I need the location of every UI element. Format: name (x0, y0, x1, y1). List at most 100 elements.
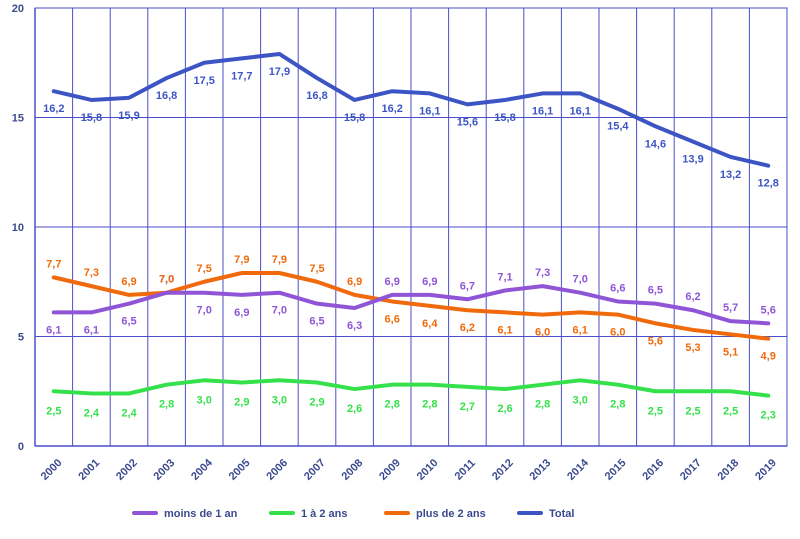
data-label: 2,4 (84, 407, 100, 419)
x-tick-label: 2008 (340, 457, 366, 483)
data-label: 7,0 (197, 305, 212, 317)
data-label: 7,0 (159, 274, 174, 286)
data-label: 6,9 (234, 307, 249, 319)
data-label: 5,7 (723, 302, 738, 314)
data-label: 6,1 (84, 324, 99, 336)
data-label: 2,8 (610, 399, 625, 411)
data-label: 6,3 (347, 320, 362, 332)
data-label: 5,6 (761, 304, 776, 316)
legend-label-1: 1 à 2 ans (301, 508, 347, 520)
data-label: 2,5 (723, 405, 738, 417)
data-label: 7,3 (535, 267, 550, 279)
x-tick-label: 2001 (76, 457, 102, 483)
x-tick-label: 2007 (302, 457, 328, 483)
data-label: 2,3 (761, 410, 776, 422)
data-label: 2,5 (648, 405, 663, 417)
data-label: 7,0 (159, 274, 174, 286)
data-label: 6,9 (422, 276, 437, 288)
data-label: 2,8 (422, 399, 437, 411)
data-label: 6,5 (121, 316, 136, 328)
legend-label-2: plus de 2 ans (416, 508, 486, 520)
data-label: 16,1 (532, 105, 553, 117)
x-tick-label: 2005 (227, 457, 253, 483)
legend-label-0: moins de 1 an (164, 508, 238, 520)
data-label: 7,9 (234, 254, 249, 266)
data-label: 2,5 (685, 405, 700, 417)
data-label: 15,6 (457, 116, 478, 128)
data-label: 6,9 (121, 276, 136, 288)
y-tick-label: 10 (12, 222, 24, 234)
data-label: 6,5 (309, 316, 324, 328)
data-label: 16,2 (381, 103, 402, 115)
data-label: 7,7 (46, 258, 61, 270)
data-label: 2,6 (347, 403, 362, 415)
data-label: 6,9 (385, 276, 400, 288)
data-label: 3,0 (573, 394, 588, 406)
x-tick-label: 2013 (528, 457, 554, 483)
series-line-0 (51, 284, 771, 326)
data-label: 16,8 (156, 90, 177, 102)
x-tick-label: 2014 (565, 456, 591, 482)
x-tick-label: 2018 (716, 457, 742, 483)
data-label: 2,5 (46, 405, 61, 417)
series-line-1 (51, 378, 771, 398)
data-label: 2,6 (497, 403, 512, 415)
data-label: 17,7 (231, 70, 252, 82)
data-label: 6,0 (610, 327, 625, 339)
y-tick-label: 0 (18, 441, 24, 453)
data-label: 7,5 (309, 263, 324, 275)
y-tick-label: 20 (12, 3, 24, 15)
data-label: 17,9 (269, 66, 290, 78)
data-label: 7,1 (497, 272, 512, 284)
x-tick-label: 2000 (39, 457, 65, 483)
data-label: 6,5 (648, 285, 663, 297)
data-label: 5,3 (685, 342, 700, 354)
data-label: 6,9 (347, 276, 362, 288)
x-tick-label: 2016 (640, 457, 666, 483)
x-tick-label: 2019 (753, 457, 779, 483)
x-tick-label: 2012 (490, 457, 516, 483)
data-label: 13,9 (682, 154, 703, 166)
data-label: 7,0 (573, 274, 588, 286)
data-label: 15,9 (118, 110, 139, 122)
legend-label-3: Total (549, 508, 574, 520)
data-label: 6,0 (535, 327, 550, 339)
data-label: 2,9 (234, 396, 249, 408)
x-tick-label: 2006 (264, 457, 290, 483)
data-label: 6,4 (422, 318, 438, 330)
data-label: 2,9 (309, 396, 324, 408)
data-label: 2,8 (385, 399, 400, 411)
data-label: 15,8 (344, 112, 365, 124)
data-label: 2,4 (121, 407, 137, 419)
data-label: 15,8 (494, 112, 515, 124)
x-tick-label: 2002 (114, 457, 140, 483)
data-label: 7,5 (197, 263, 212, 275)
data-label: 3,0 (197, 394, 212, 406)
data-label: 2,8 (159, 399, 174, 411)
data-label: 14,6 (645, 138, 666, 150)
y-tick-label: 5 (18, 332, 24, 344)
x-tick-label: 2003 (152, 457, 178, 483)
x-tick-label: 2015 (603, 457, 629, 483)
data-label: 6,6 (385, 313, 400, 325)
data-label: 6,1 (573, 324, 588, 336)
data-label: 12,8 (757, 178, 778, 190)
data-label: 16,1 (569, 105, 590, 117)
data-label: 7,3 (84, 267, 99, 279)
data-label: 4,9 (761, 351, 776, 363)
data-label: 5,1 (723, 346, 738, 358)
data-label: 2,8 (535, 399, 550, 411)
series-line-3 (51, 51, 771, 168)
data-label: 13,2 (720, 169, 741, 181)
data-label: 7,0 (272, 305, 287, 317)
data-label: 3,0 (272, 394, 287, 406)
data-label: 6,7 (460, 280, 475, 292)
data-label: 16,8 (306, 90, 327, 102)
x-tick-label: 2004 (189, 456, 215, 482)
data-label: 2,7 (460, 401, 475, 413)
data-label: 17,5 (193, 75, 214, 87)
data-label: 6,6 (610, 282, 625, 294)
x-tick-label: 2017 (678, 457, 704, 483)
